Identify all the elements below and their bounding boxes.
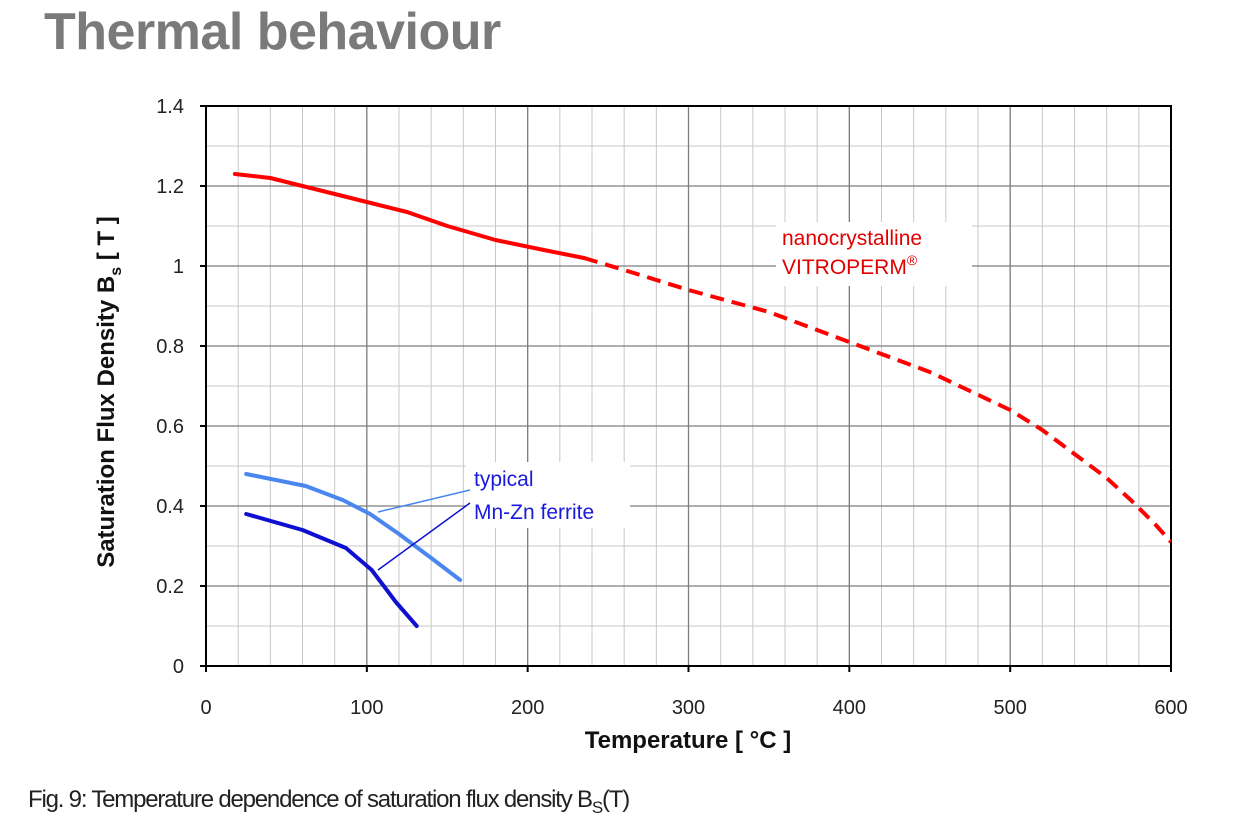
- caption-subscript: S: [591, 798, 603, 817]
- thermal-chart: 0 100 200 300 400 500 60000.20.40.60.811.21.4 …: [93, 96, 1188, 754]
- series-line-dashed: [583, 256, 1171, 544]
- caption-suffix: (T): [601, 786, 630, 813]
- grid: [200, 105, 1172, 672]
- x-axis-label: Temperature [ °C ]: [585, 727, 792, 754]
- x-tick-label: 600: [1154, 697, 1187, 719]
- figure-caption: Fig. 9: Temperature dependence of satura…: [28, 786, 630, 818]
- y-axis-label-unit: [ T ]: [93, 216, 120, 267]
- annotation-ferrite: typical Mn-Zn ferrite: [377, 462, 630, 571]
- y-axis-label-sub: s: [108, 267, 125, 276]
- x-tick-label: 200: [511, 697, 544, 719]
- x-tick-label: 0: [200, 697, 211, 719]
- x-tick-label: 100: [350, 697, 383, 719]
- y-tick-label: 0.4: [156, 496, 184, 518]
- series-line-1: [244, 472, 463, 582]
- caption-prefix: Fig. 9: Temperature dependence of satura…: [28, 786, 593, 813]
- y-tick-label: 0: [173, 656, 184, 678]
- annotation-ferrite-line1: typical: [474, 468, 534, 491]
- annotation-ferrite-bg: [466, 462, 630, 528]
- annotation-vitroperm-name: VITROPERM: [782, 256, 907, 279]
- y-tick-label: 1.4: [156, 96, 184, 118]
- annotation-vitroperm: nanocrystalline VITROPERM®: [776, 222, 972, 286]
- annotation-vitroperm-sup: ®: [907, 252, 918, 268]
- y-tick-label: 0.6: [156, 416, 184, 438]
- annotation-ferrite-line2: Mn-Zn ferrite: [474, 501, 594, 524]
- y-axis-label-main: Saturation Flux Density B: [93, 276, 120, 568]
- y-axis-label: Saturation Flux Density Bs [ T ]: [93, 216, 125, 568]
- y-tick-label: 0.2: [156, 576, 184, 598]
- tick-labels: 0 100 200 300 400 500 600 0 0.2 0.4 0.6 0.8 1 1.2 1.4: [156, 96, 1188, 719]
- series-line-2: [244, 512, 419, 628]
- x-tick-label: 500: [993, 697, 1026, 719]
- annotation-vitroperm-line1: nanocrystalline: [782, 227, 922, 250]
- series-line-solid: [232, 172, 586, 260]
- y-tick-label: 1: [173, 256, 184, 278]
- leader-line-light: [377, 489, 471, 513]
- series-layer: [232, 172, 1171, 628]
- page-title: Thermal behaviour: [44, 3, 501, 61]
- y-tick-label: 1.2: [156, 176, 184, 198]
- annotation-vitroperm-bg: [776, 222, 972, 286]
- x-tick-label: 300: [672, 697, 705, 719]
- x-tick-label: 400: [833, 697, 866, 719]
- y-tick-label: 0.8: [156, 336, 184, 358]
- annotation-vitroperm-line2: VITROPERM®: [782, 252, 918, 279]
- leader-line-dark: [377, 502, 471, 571]
